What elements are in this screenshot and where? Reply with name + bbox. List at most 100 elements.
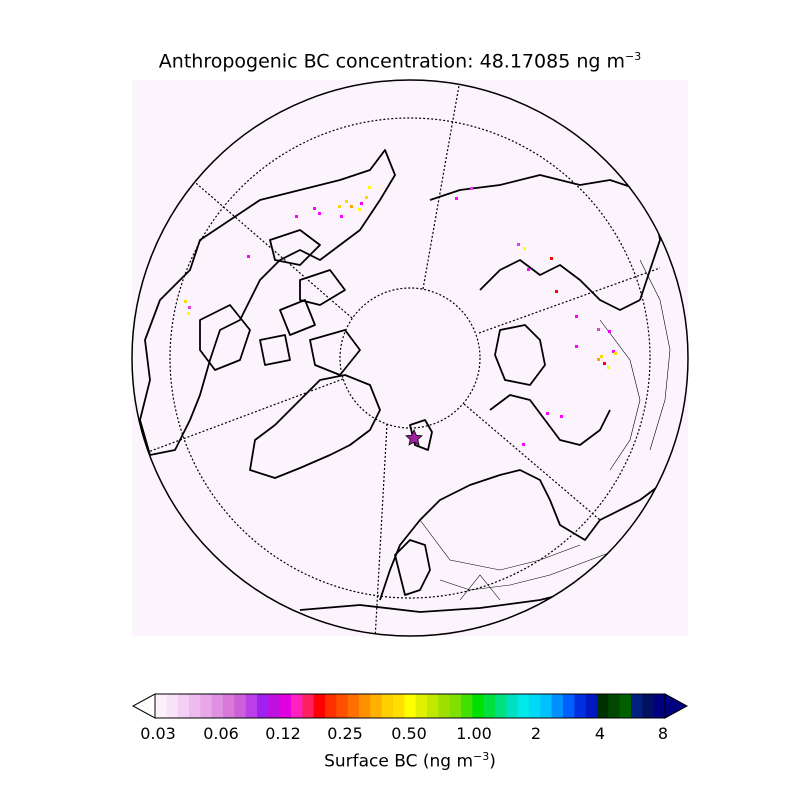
colorbar-tick-label: 0.06 <box>203 724 239 743</box>
bc-hotspot <box>318 212 321 215</box>
bc-hotspot <box>555 290 558 293</box>
bc-hotspot <box>338 205 341 208</box>
bc-hotspot <box>470 187 473 190</box>
colorbar-cell <box>540 694 553 718</box>
colorbar-cell <box>279 694 292 718</box>
bc-hotspot <box>575 345 578 348</box>
colorbar-cell <box>563 694 575 718</box>
bc-hotspot <box>608 330 611 333</box>
bc-hotspot <box>188 306 191 309</box>
map-background <box>132 80 688 636</box>
bc-hotspot <box>455 197 458 200</box>
colorbar-cell <box>336 694 349 718</box>
bc-hotspot <box>603 362 606 365</box>
bc-hotspot <box>527 268 530 271</box>
colorbar-cell <box>472 694 485 718</box>
colorbar-tick-label: 0.50 <box>391 724 427 743</box>
bc-hotspot <box>340 215 343 218</box>
bc-hotspot <box>612 350 615 353</box>
colorbar-cell <box>189 694 201 718</box>
bc-hotspot <box>550 257 553 260</box>
bc-hotspot <box>365 196 368 199</box>
colorbar-tick-label: 1.00 <box>456 724 492 743</box>
colorbar-cell <box>302 694 315 718</box>
bc-hotspot <box>600 355 603 358</box>
bc-hotspot <box>597 358 600 361</box>
bc-hotspots <box>184 186 617 446</box>
title-value: 48.17085 <box>479 50 571 73</box>
colorbar-cell <box>223 694 235 718</box>
colorbar-high-extension <box>664 693 689 719</box>
colorbar-cell <box>166 694 179 718</box>
colorbar-cell <box>585 694 598 718</box>
colorbar-cell <box>597 694 609 718</box>
figure-title: Anthropogenic BC concentration: 48.17085… <box>0 50 800 72</box>
colorbar-label-suffix: ) <box>489 751 496 772</box>
bc-hotspot <box>368 186 371 189</box>
colorbar-cell <box>347 694 360 718</box>
colorbar-cell <box>461 694 473 718</box>
colorbar-label: Surface BC (ng m−3) <box>0 750 800 772</box>
colorbar-cell <box>404 694 417 718</box>
colorbar-cell <box>381 694 394 718</box>
bc-hotspot <box>614 352 617 355</box>
colorbar-cell <box>415 694 428 718</box>
title-unit: ng m <box>570 50 625 73</box>
bc-hotspot <box>350 205 353 208</box>
bc-hotspot <box>522 443 525 446</box>
colorbar-cell <box>211 694 224 718</box>
bc-hotspot <box>345 200 348 203</box>
bc-hotspot <box>597 328 600 331</box>
colorbar-cell <box>268 694 281 718</box>
colorbar-cell <box>551 694 564 718</box>
colorbar-tick-label: 8 <box>657 724 669 743</box>
colorbar-cell <box>370 694 383 718</box>
bc-hotspot <box>187 312 190 315</box>
colorbar-cell <box>608 694 621 718</box>
colorbar-tick-label: 0.03 <box>140 724 176 743</box>
bc-hotspot <box>607 366 610 369</box>
colorbar-cell <box>529 694 541 718</box>
globe-outline <box>131 79 689 637</box>
colorbar-tick-label: 2 <box>530 724 542 743</box>
colorbar-cell <box>200 694 213 718</box>
colorbar-cell <box>642 694 655 718</box>
colorbar-label-prefix: Surface BC (ng m <box>324 751 474 772</box>
meridians <box>139 80 661 636</box>
bc-hotspot <box>517 243 520 246</box>
colorbar-cell <box>155 694 167 718</box>
colorbar-cell <box>495 694 507 718</box>
bc-hotspot <box>358 208 361 211</box>
colorbar-cell <box>234 694 247 718</box>
colorbar-cell <box>631 694 643 718</box>
colorbar-cell <box>359 694 371 718</box>
colorbar-tick-label: 0.25 <box>327 724 363 743</box>
colorbar-cell <box>245 694 258 718</box>
colorbar-cell <box>177 694 190 718</box>
colorbar-cell <box>427 694 439 718</box>
colorbar-cell <box>619 694 632 718</box>
colorbar-cell <box>517 694 530 718</box>
colorbar-cell <box>257 694 269 718</box>
colorbar-label-exponent: −3 <box>473 750 490 763</box>
colorbar-frame <box>154 693 666 719</box>
colorbar-cell <box>393 694 405 718</box>
colorbar-cell <box>506 694 519 718</box>
colorbar-cells <box>155 694 666 718</box>
colorbar-tick-label: 4 <box>594 724 606 743</box>
title-unit-exponent: −3 <box>625 50 642 63</box>
colorbar-cell <box>325 694 337 718</box>
bc-hotspot <box>313 207 316 210</box>
bc-hotspot <box>360 202 363 205</box>
bc-hotspot <box>575 315 578 318</box>
bc-hotspot <box>523 247 526 250</box>
polar-map <box>131 79 689 637</box>
colorbar-cell <box>574 694 587 718</box>
colorbar-cell <box>483 694 496 718</box>
title-prefix: Anthropogenic BC concentration: <box>158 50 480 73</box>
bc-hotspot <box>184 300 187 303</box>
station-star-marker <box>405 429 423 446</box>
bc-hotspot <box>295 215 298 218</box>
bc-hotspot <box>560 415 563 418</box>
